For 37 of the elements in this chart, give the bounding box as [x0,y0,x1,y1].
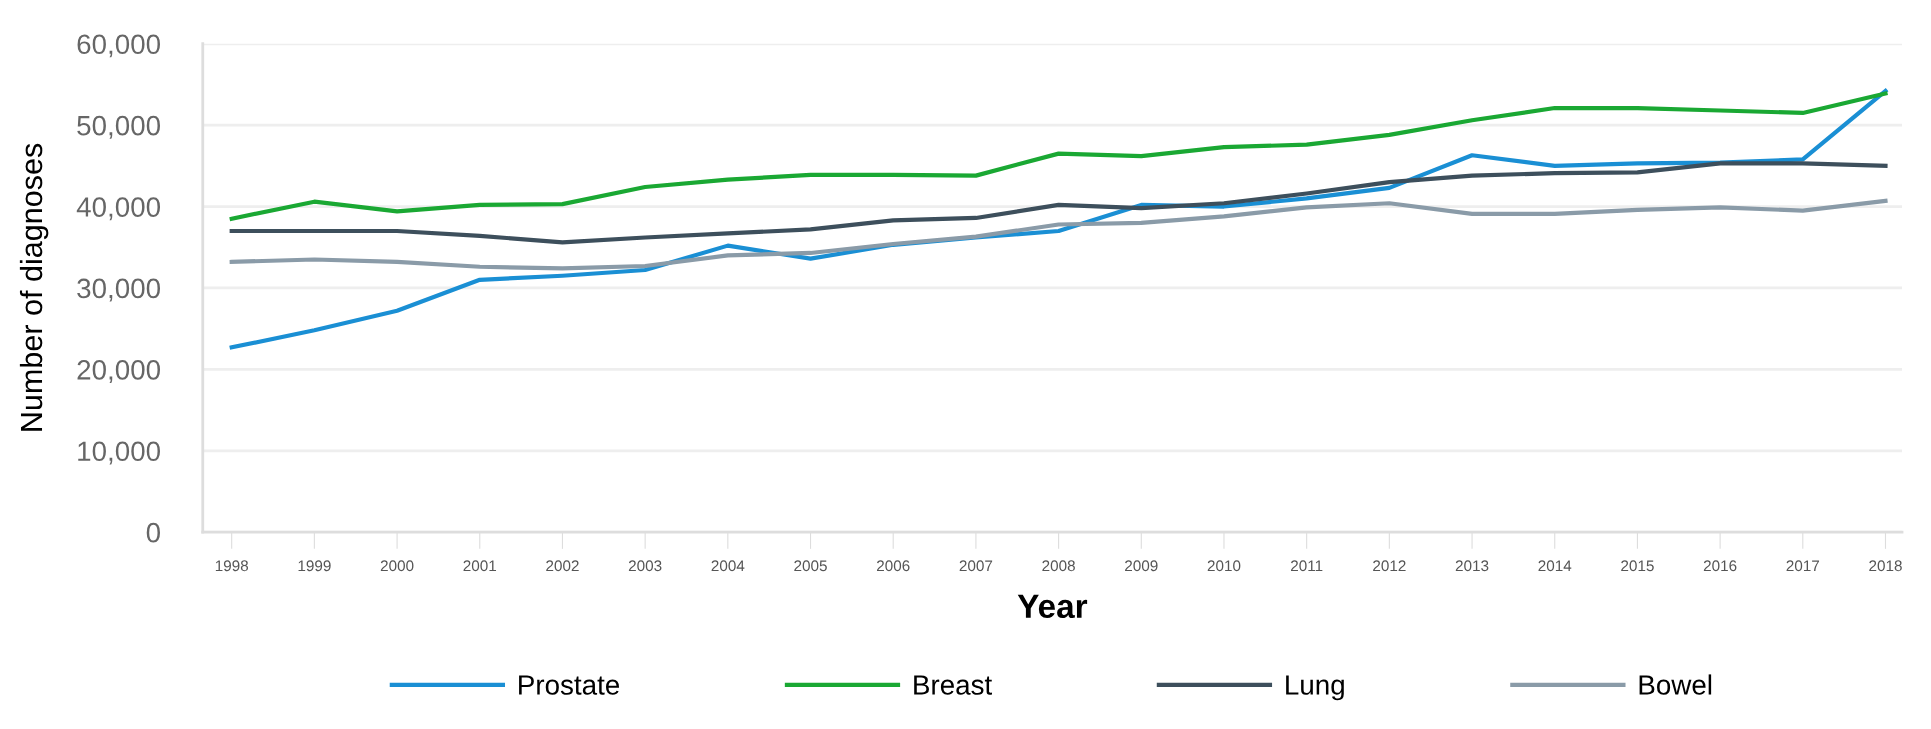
x-tick-label: 2003 [628,560,662,572]
x-tick-label: 2011 [1291,560,1323,572]
x-tick-label: 2000 [380,560,414,572]
x-tick-label: 1999 [298,560,331,572]
x-tick-label: 2005 [794,560,827,572]
y-tick-label: 10,000 [78,441,161,465]
x-tick-label: 2009 [1125,560,1158,572]
x-tick-label: 2018 [1869,560,1902,572]
y-axis-title: Number of diagnoses [19,143,49,431]
x-tick-label: 2014 [1538,560,1572,572]
line-series [229,198,1888,271]
x-tick-label: 2007 [959,560,993,572]
x-tick-label: 2006 [876,560,910,572]
x-tick-label: 1998 [215,560,249,572]
y-tick-label: 30,000 [77,278,161,302]
line-series [229,161,1888,245]
legend-label: Lung [1286,675,1344,701]
legend-label: Breast [914,675,992,695]
legend-label: Prostate [519,675,620,695]
line-series [229,91,1888,221]
y-tick-label: 40,000 [76,197,161,221]
y-tick-label: 60,000 [77,34,161,58]
x-tick-label: 2001 [463,560,497,572]
x-tick-label: 2013 [1455,560,1489,572]
x-axis-title: Year [1017,594,1088,619]
x-tick-label: 2016 [1703,560,1737,572]
x-tick-label: 2002 [546,560,579,572]
x-tick-label: 2012 [1373,560,1406,572]
x-tick-label: 2010 [1207,560,1241,572]
x-tick-label: 2015 [1621,560,1654,572]
y-tick-label: 50,000 [77,115,161,139]
x-tick-label: 2008 [1042,560,1075,572]
x-tick-label: 2004 [711,560,745,572]
legend-label: Bowel [1639,674,1712,695]
x-tick-label: 2017 [1786,560,1820,572]
y-tick-label: 0 [146,522,160,543]
y-tick-label: 20,000 [77,360,161,383]
